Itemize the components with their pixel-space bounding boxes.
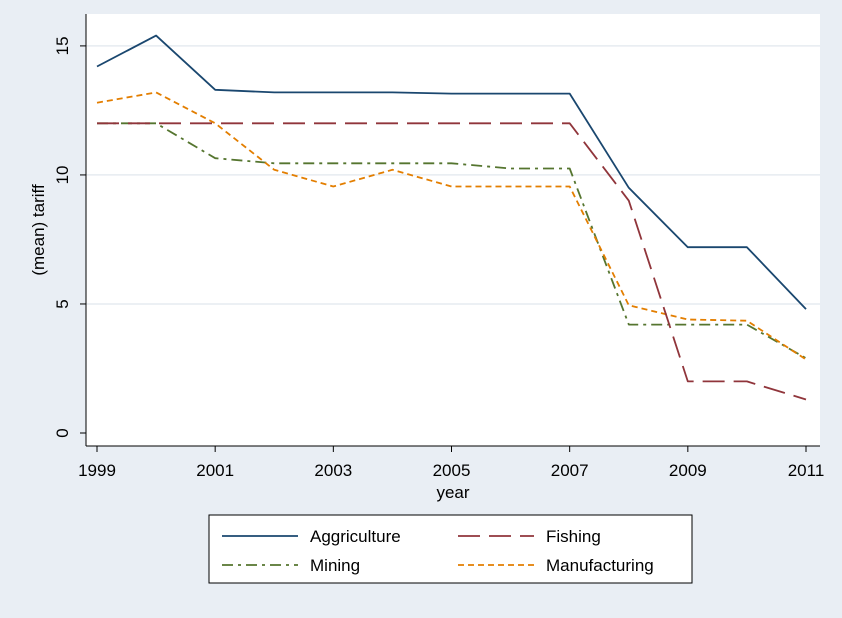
x-axis-label: year — [436, 483, 469, 502]
legend-entries: Aggriculture Fishing Mining Manufacturing — [222, 527, 654, 575]
x-tick-label-2001: 2001 — [196, 461, 234, 480]
legend-label-fishing: Fishing — [546, 527, 601, 546]
legend: Aggriculture Fishing Mining Manufacturing — [208, 514, 693, 584]
plot-area — [86, 14, 820, 446]
series-line-mining — [97, 122, 807, 359]
x-tick-label-2009: 2009 — [669, 461, 707, 480]
y-tick-label-15: 15 — [53, 36, 72, 55]
axes — [85, 14, 820, 447]
x-tick-label-2007: 2007 — [551, 461, 589, 480]
y-tick-label-10: 10 — [53, 165, 72, 184]
x-tick-label-2011: 2011 — [788, 461, 825, 480]
legend-label-aggriculture: Aggriculture — [310, 527, 401, 546]
y-axis-ticks: 0 5 10 15 — [53, 36, 86, 438]
series-line-aggriculture — [96, 34, 807, 310]
legend-label-manufacturing: Manufacturing — [546, 556, 654, 575]
data-series — [96, 34, 807, 401]
x-tick-label-2003: 2003 — [314, 461, 352, 480]
x-tick-label-1999: 1999 — [78, 461, 116, 480]
series-line-fishing — [97, 122, 807, 401]
y-tick-label-0: 0 — [53, 428, 72, 437]
y-axis-label: (mean) tariff — [29, 184, 48, 276]
y-tick-label-5: 5 — [53, 299, 72, 308]
legend-box — [208, 514, 693, 584]
x-axis-ticks: 1999 2001 2003 2005 2007 2009 2011 — [78, 446, 824, 480]
legend-label-mining: Mining — [310, 556, 360, 575]
grid-lines — [86, 45, 820, 305]
x-tick-label-2005: 2005 — [433, 461, 471, 480]
